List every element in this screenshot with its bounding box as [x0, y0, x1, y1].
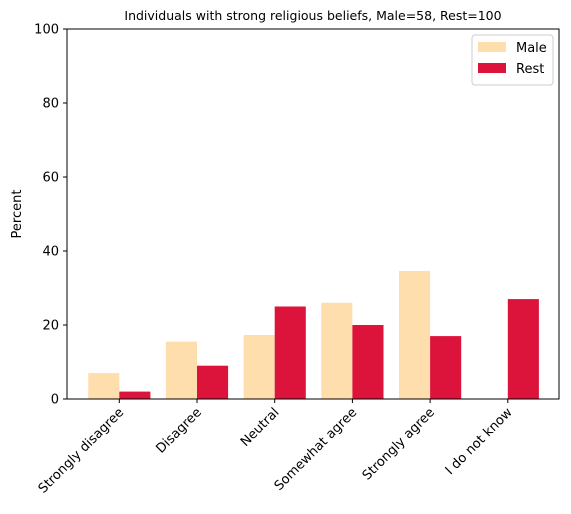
plot-frame: [66, 28, 560, 400]
bars: [88, 270, 539, 399]
bar-rest-3: [274, 306, 306, 399]
y-tick-label: 40: [42, 245, 59, 260]
bar-rest-4: [352, 325, 384, 399]
x-tick-label: Disagree: [153, 405, 204, 456]
x-tick-label: Neutral: [238, 405, 283, 450]
bar-male-1: [88, 373, 120, 399]
bar-rest-2: [197, 365, 229, 399]
bar-rest-6: [507, 299, 539, 399]
bar-rest-5: [430, 336, 462, 399]
bar-male-3: [243, 334, 275, 399]
x-tick-label: Strongly agree: [360, 405, 438, 483]
y-tick-label: 20: [42, 319, 59, 334]
y-tick-label: 60: [42, 171, 59, 186]
x-tick-label: Strongly disagree: [36, 405, 127, 496]
legend-label-rest: Rest: [516, 62, 544, 77]
legend-swatch-male: [478, 42, 506, 52]
bar-male-4: [321, 302, 353, 399]
bar-male-5: [399, 270, 431, 399]
y-tick-label: 100: [34, 23, 59, 38]
y-tick-label: 80: [42, 97, 59, 112]
x-tick-label: Somewhat agree: [272, 405, 361, 494]
x-tick-label: I do not know: [443, 405, 516, 478]
legend: Male Rest: [471, 34, 554, 86]
x-axis: Strongly disagree Disagree NeutralSomewhat…: [36, 399, 516, 497]
chart-title: Individuals with strong religious belief…: [124, 8, 501, 23]
legend-swatch-rest: [478, 63, 506, 73]
y-tick-label: 0: [51, 393, 59, 408]
legend-label-male: Male: [516, 41, 547, 56]
y-axis: 0 20 40 60 80 100: [34, 23, 67, 408]
bar-male-2: [165, 341, 197, 399]
bar-rest-1: [119, 391, 151, 399]
y-axis-label: Percent: [10, 190, 25, 239]
